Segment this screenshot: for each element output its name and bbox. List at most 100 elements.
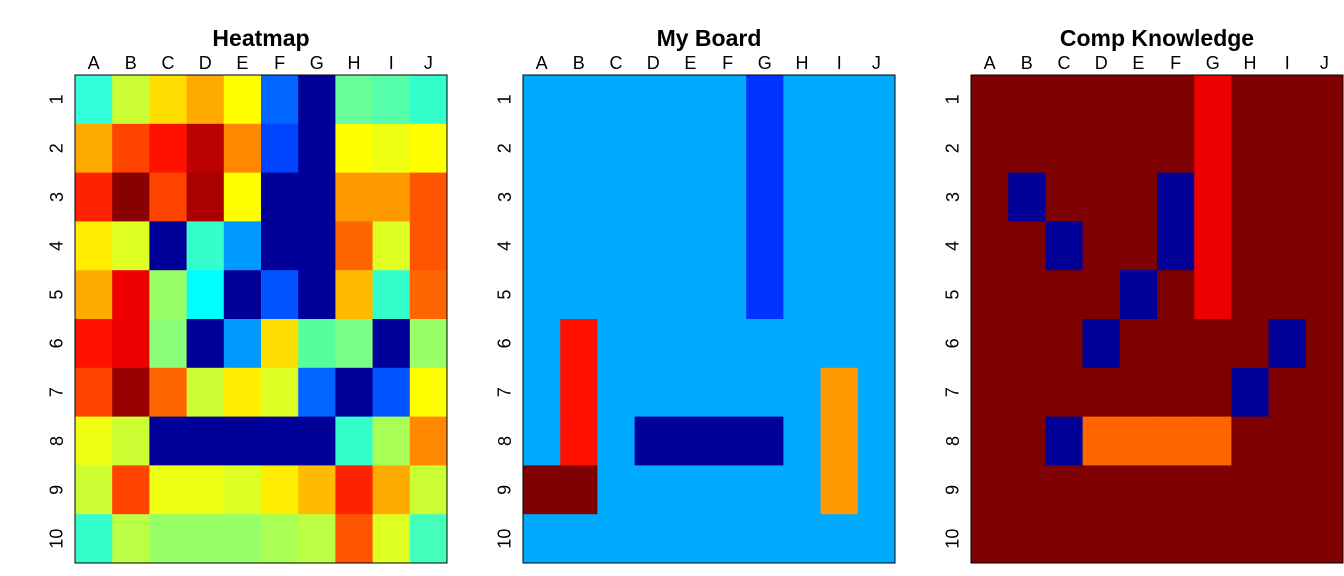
row-label: 2: [495, 143, 515, 153]
cell: [857, 465, 896, 515]
cell: [857, 75, 896, 125]
cell: [597, 221, 636, 271]
cell: [298, 367, 336, 418]
cell: [783, 514, 822, 564]
column-label: C: [162, 53, 175, 73]
cell: [1157, 123, 1195, 174]
cell: [709, 416, 747, 466]
column-label: D: [1095, 53, 1108, 73]
cell: [261, 416, 299, 466]
cell: [1008, 367, 1046, 418]
row-label: 5: [495, 290, 515, 300]
cell: [671, 270, 710, 320]
cell: [409, 172, 448, 222]
cell: [149, 465, 188, 515]
column-label: E: [236, 53, 248, 73]
cell: [560, 465, 598, 515]
cell: [597, 465, 636, 515]
cell: [746, 514, 784, 564]
cell: [857, 367, 896, 418]
cell: [1194, 465, 1232, 515]
cell: [335, 75, 374, 125]
cell: [1082, 319, 1121, 369]
cell: [709, 367, 747, 418]
cell: [186, 514, 225, 564]
cell: [1045, 514, 1084, 564]
cell: [223, 123, 262, 174]
cell: [1268, 270, 1307, 320]
cell: [186, 221, 225, 271]
cell: [335, 465, 374, 515]
cell: [223, 270, 262, 320]
column-label: G: [758, 53, 772, 73]
cell: [1082, 367, 1121, 418]
column-label: J: [424, 53, 433, 73]
column-label: I: [1285, 53, 1290, 73]
cell: [261, 123, 299, 174]
cell: [971, 172, 1009, 222]
board-border: [970, 74, 1344, 564]
cell: [857, 270, 896, 320]
cell: [671, 172, 710, 222]
cell: [1008, 75, 1046, 125]
cell: [1008, 416, 1046, 466]
cell: [1231, 319, 1270, 369]
column-label: J: [1320, 53, 1329, 73]
row-label: 6: [495, 338, 515, 348]
cell: [186, 465, 225, 515]
cell: [1305, 367, 1344, 418]
cell: [223, 367, 262, 418]
cell: [634, 270, 673, 320]
cell: [261, 514, 299, 564]
cell: [857, 319, 896, 369]
cell: [1008, 514, 1046, 564]
cell: [186, 319, 225, 369]
cell: [523, 319, 561, 369]
cell: [223, 221, 262, 271]
cell: [1194, 416, 1232, 466]
row-label: 6: [47, 338, 67, 348]
cell: [820, 221, 859, 271]
row-label: 7: [495, 387, 515, 397]
panel-title: My Board: [657, 25, 762, 51]
cell: [857, 416, 896, 466]
cell: [1045, 270, 1084, 320]
cell: [112, 367, 150, 418]
row-label: 4: [495, 241, 515, 251]
cell: [149, 319, 188, 369]
cell: [409, 123, 448, 174]
cell: [223, 319, 262, 369]
cell: [1268, 514, 1307, 564]
cell: [597, 123, 636, 174]
cell: [298, 172, 336, 222]
board-border: [74, 74, 448, 564]
cell: [634, 221, 673, 271]
cell: [1305, 465, 1344, 515]
column-label: H: [348, 53, 361, 73]
cell: [112, 514, 150, 564]
cell: [1045, 172, 1084, 222]
cell: [372, 416, 411, 466]
row-label: 7: [943, 387, 963, 397]
cell: [1157, 270, 1195, 320]
cell: [1268, 172, 1307, 222]
cell: [261, 221, 299, 271]
cell: [820, 416, 859, 466]
cell: [335, 416, 374, 466]
cell: [112, 465, 150, 515]
row-label: 9: [495, 485, 515, 495]
cell: [1119, 416, 1158, 466]
cell: [1231, 270, 1270, 320]
cell: [223, 465, 262, 515]
cell: [523, 75, 561, 125]
cell: [1157, 319, 1195, 369]
column-label: G: [310, 53, 324, 73]
cell: [1268, 465, 1307, 515]
cell: [971, 123, 1009, 174]
cell: [634, 367, 673, 418]
column-label: J: [872, 53, 881, 73]
cell: [709, 123, 747, 174]
cell: [298, 514, 336, 564]
